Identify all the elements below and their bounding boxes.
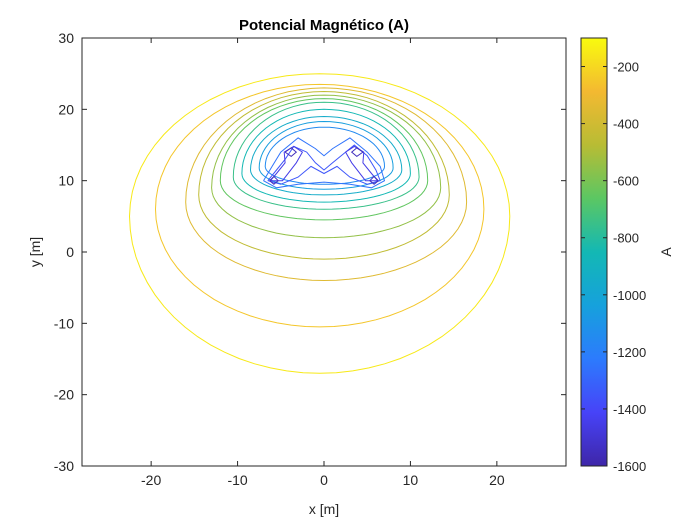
y-tick-label: -20	[54, 387, 74, 403]
contour-line	[270, 145, 304, 182]
y-tick-label: 30	[58, 30, 74, 46]
x-tick-label: -10	[227, 472, 247, 488]
y-tick-label: -30	[54, 458, 74, 474]
contour-line	[185, 87, 468, 282]
y-tick-label: 0	[66, 244, 74, 260]
colorbar-tick-label: -400	[613, 117, 639, 132]
y-tick-label: 10	[58, 173, 74, 189]
contour-line	[241, 108, 411, 203]
contour-line	[350, 147, 364, 158]
contour-line	[128, 73, 511, 374]
contour-line	[263, 137, 386, 189]
contour-line	[219, 98, 429, 221]
colorbar-label: A	[658, 247, 674, 257]
contour-line	[211, 94, 442, 239]
colorbar-tick-label: -800	[613, 231, 639, 246]
contour-line	[154, 83, 485, 328]
colorbar	[580, 37, 608, 467]
contour-line	[264, 126, 386, 185]
y-axis-ticks: -30 -20 -10 0 10 20 30	[54, 30, 566, 474]
contour-line	[369, 175, 379, 185]
x-tick-label: 20	[489, 472, 505, 488]
contour-line	[198, 90, 450, 260]
colorbar-tick-label: -200	[613, 60, 639, 75]
contour-line	[267, 144, 381, 185]
y-axis-label: y [m]	[27, 237, 43, 267]
x-axis-ticks: -20 -10 0 10 20	[141, 38, 505, 488]
colorbar-tick-label: -1400	[613, 402, 646, 417]
x-tick-label: 10	[403, 472, 419, 488]
contour-line	[284, 147, 298, 158]
x-tick-label: 0	[320, 472, 328, 488]
colorbar-tick-label: -600	[613, 174, 639, 189]
contour-line	[232, 101, 420, 210]
y-tick-label: -10	[54, 315, 74, 331]
x-tick-label: -20	[141, 472, 161, 488]
contour-line	[258, 120, 394, 190]
y-tick-label: 20	[58, 101, 74, 117]
contour-line	[269, 175, 279, 185]
contour-line	[249, 115, 403, 196]
x-axis-label: x [m]	[309, 501, 339, 517]
colorbar-tick-label: -1600	[613, 459, 646, 474]
colorbar-tick-label: -1200	[613, 345, 646, 360]
contour-lines	[128, 73, 511, 374]
colorbar-tick-label: -1000	[613, 288, 646, 303]
contour-line	[344, 145, 378, 182]
colorbar-ticks: -1600 -1400 -1200 -1000 -800 -600 -400 -200	[581, 60, 646, 474]
chart-title: Potencial Magnético (A)	[239, 17, 409, 34]
